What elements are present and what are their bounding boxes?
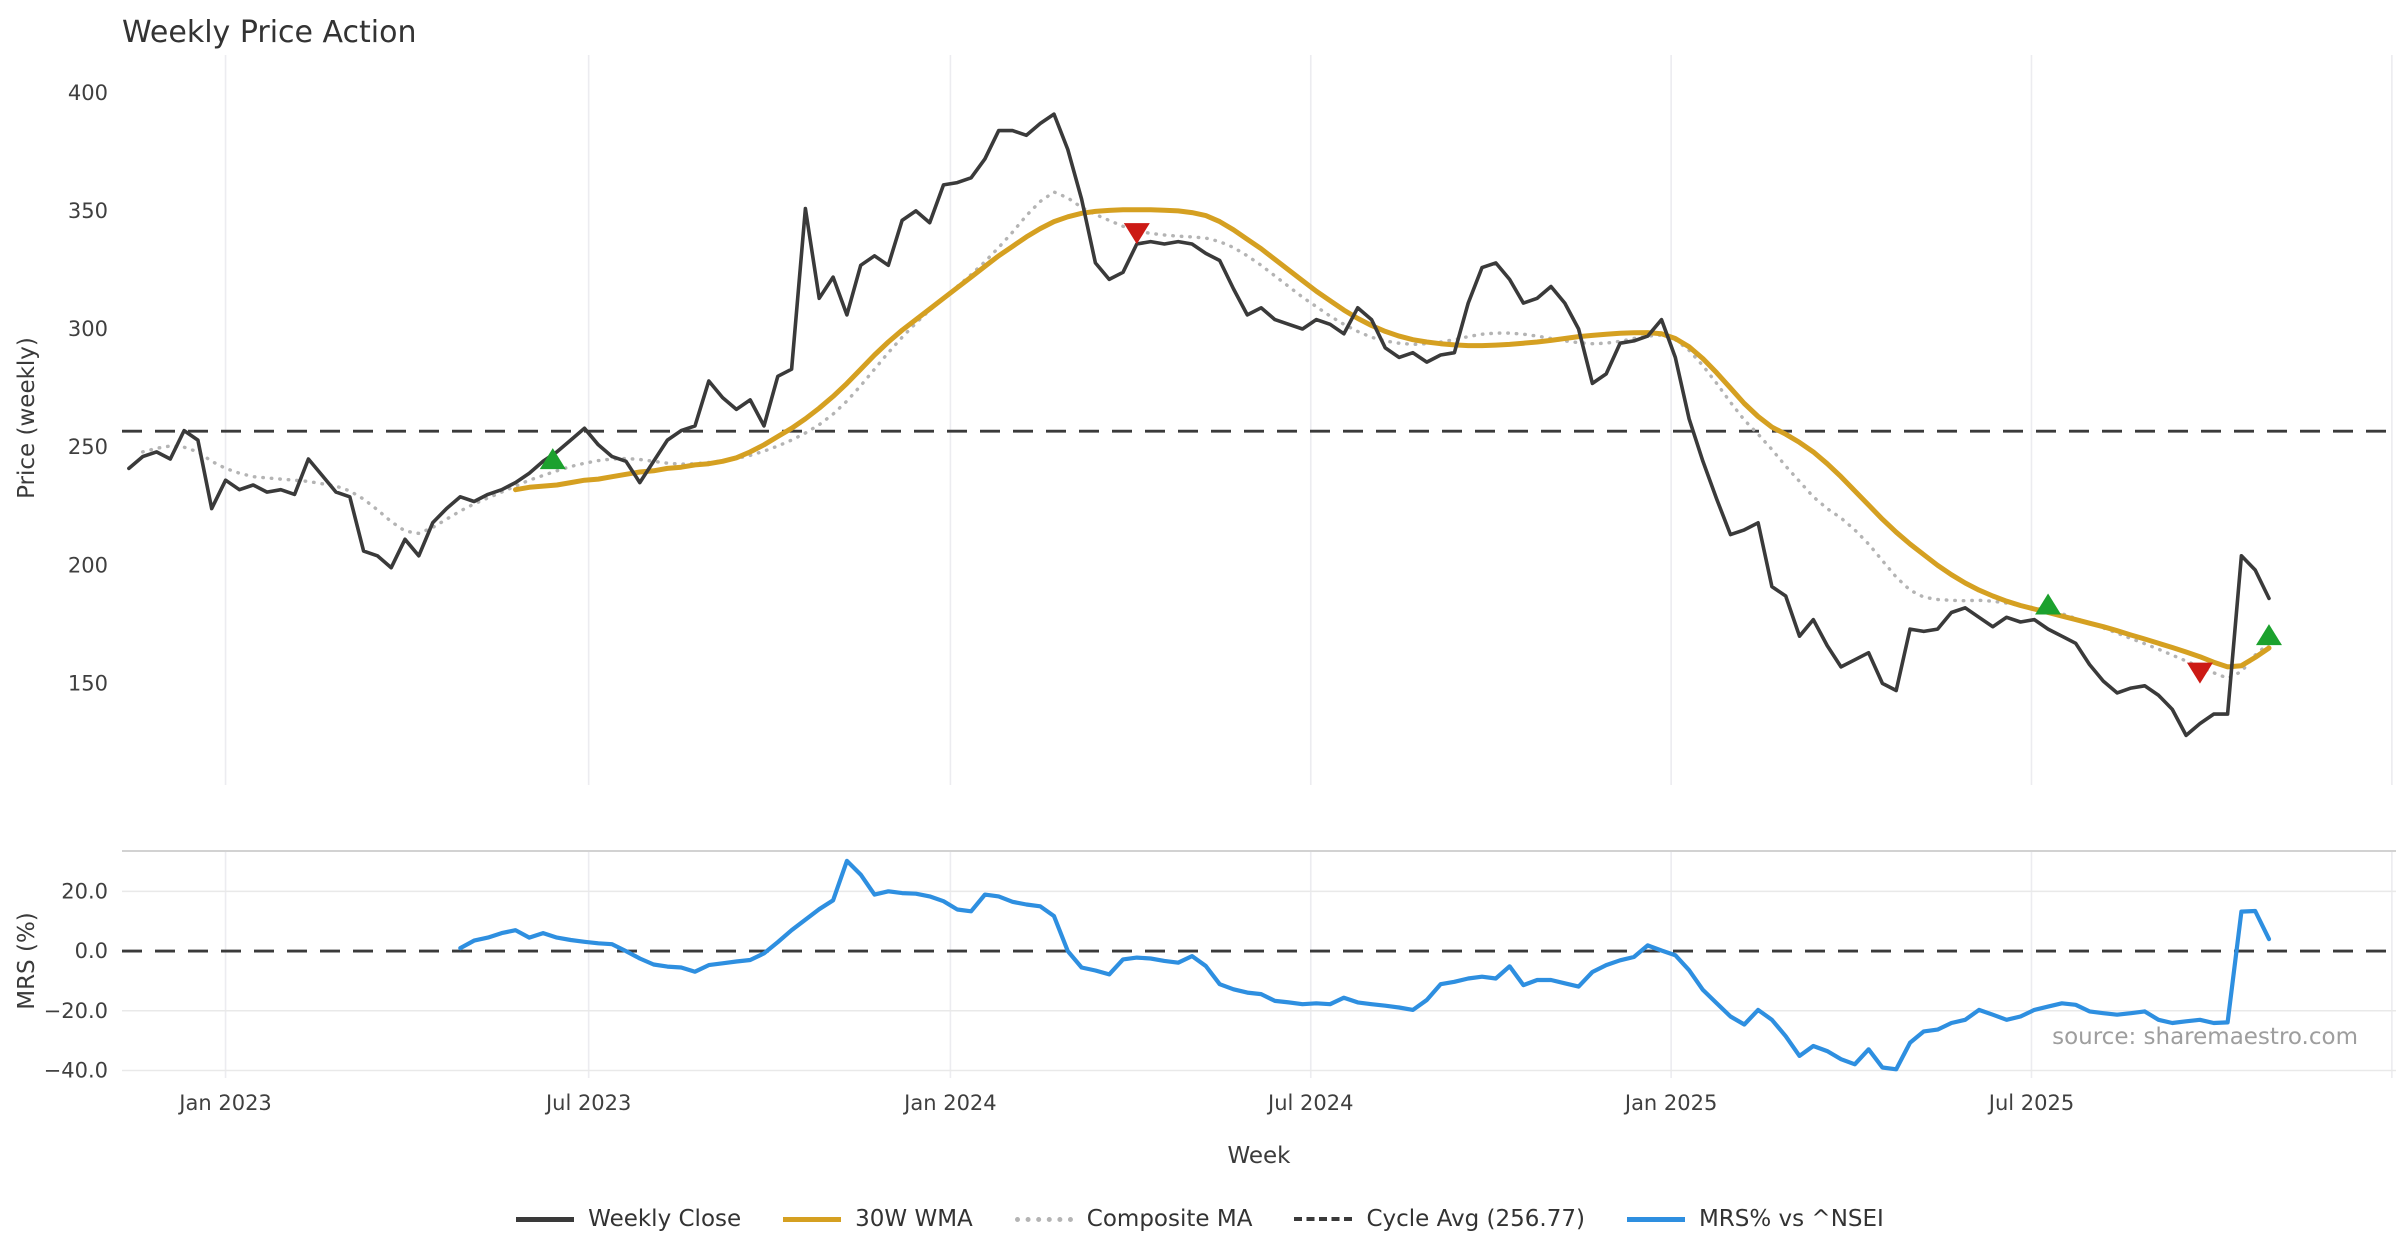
legend-swatch-composite-ma	[1014, 1216, 1073, 1222]
legend-item-composite-ma: Composite MA	[1014, 1206, 1253, 1232]
composite-ma-line	[141, 190, 2271, 680]
y-tick-label: 300	[68, 317, 108, 341]
mrs-axis-label: MRS (%)	[14, 912, 40, 1010]
sell-marker	[1123, 223, 1150, 245]
legend-item-weekly-close: Weekly Close	[516, 1206, 741, 1232]
legend-item-cycle-avg: Cycle Avg (256.77)	[1294, 1206, 1585, 1232]
y-tick-label: 150	[68, 671, 108, 695]
legend-swatch-wma-30w	[783, 1216, 842, 1222]
mrs-line	[458, 858, 2272, 1072]
x-axis-label: Week	[1227, 1143, 1291, 1169]
chart-title: Weekly Price Action	[122, 15, 417, 50]
y-tick-label: 400	[68, 81, 108, 105]
x-tick-label: Jan 2023	[177, 1091, 272, 1115]
y-tick-label: 250	[68, 435, 108, 459]
legend-label: Cycle Avg (256.77)	[1366, 1206, 1585, 1232]
y-tick-label: 20.0	[61, 879, 108, 903]
legend-swatch-mrs	[1626, 1216, 1685, 1222]
legend-item-mrs: MRS% vs ^NSEI	[1626, 1206, 1884, 1232]
y-tick-label: 0.0	[75, 939, 108, 963]
x-tick-label: Jul 2025	[1987, 1091, 2074, 1115]
chart-legend: Weekly Close 30W WMA Composite MA Cycle Avg…	[0, 1206, 2400, 1232]
x-tick-label: Jul 2023	[544, 1091, 631, 1115]
buy-marker	[2035, 593, 2062, 615]
legend-label: MRS% vs ^NSEI	[1698, 1206, 1884, 1232]
legend-label: Composite MA	[1086, 1206, 1253, 1232]
sell-marker	[2186, 662, 2213, 684]
y-tick-label: 350	[68, 199, 108, 223]
x-tick-label: Jul 2024	[1266, 1091, 1353, 1115]
wma-30w-line	[513, 207, 2272, 670]
buy-marker	[2255, 624, 2282, 646]
plot-area: Jan 2023 Jul 2023 Jan 2024 Jul 2024 Jan 2025…	[44, 55, 2396, 1115]
x-tick-label: Jan 2025	[1623, 1091, 1718, 1115]
y-tick-label: 200	[68, 553, 108, 577]
legend-item-wma-30w: 30W WMA	[783, 1206, 973, 1232]
legend-label: 30W WMA	[855, 1206, 973, 1232]
legend-swatch-cycle-avg	[1294, 1217, 1353, 1221]
legend-label: Weekly Close	[588, 1206, 742, 1232]
weekly-close-line	[127, 112, 2271, 738]
y-tick-label: −40.0	[44, 1059, 108, 1083]
watermark: source: sharemaestro.com	[2052, 1024, 2358, 1050]
buy-marker	[539, 448, 566, 470]
price-axis-label: Price (weekly)	[14, 337, 40, 499]
legend-swatch-weekly-close	[516, 1216, 575, 1222]
x-tick-label: Jan 2024	[902, 1091, 997, 1115]
y-tick-label: −20.0	[44, 999, 108, 1023]
